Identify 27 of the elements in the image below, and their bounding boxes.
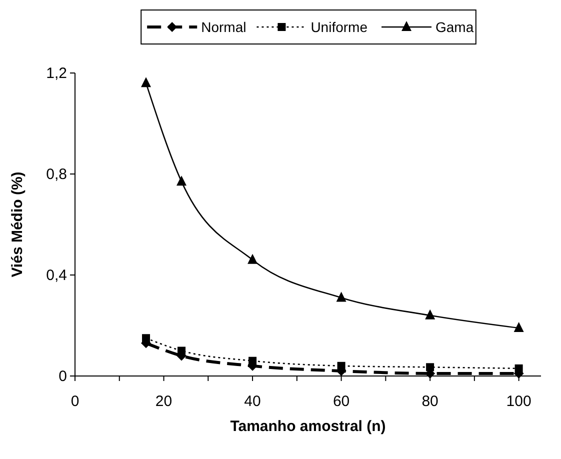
point <box>426 363 434 372</box>
x-axis-title: Tamanho amostral (n) <box>230 418 386 435</box>
point <box>141 77 152 88</box>
y-tick-label: 0 <box>58 368 67 385</box>
y-tick-label: 1,2 <box>46 65 67 82</box>
point <box>178 346 186 355</box>
y-tick-label: 0,4 <box>46 267 67 284</box>
legend-label: Normal <box>201 19 246 35</box>
y-tick-label: 0,8 <box>46 166 67 183</box>
x-tick-label: 60 <box>332 393 350 410</box>
point <box>142 334 150 342</box>
point <box>176 176 187 186</box>
legend-label: Uniforme <box>310 19 368 35</box>
x-tick-label: 40 <box>244 393 261 410</box>
point <box>425 309 436 320</box>
point <box>514 322 524 332</box>
point <box>336 292 346 302</box>
point <box>248 356 257 365</box>
x-tick-label: 80 <box>422 393 438 410</box>
x-tick-label: 100 <box>506 393 532 410</box>
point <box>514 364 523 372</box>
x-tick-label: 20 <box>155 393 172 410</box>
y-axis-title: Viés Médio (%) <box>9 172 26 278</box>
point <box>337 362 346 370</box>
x-tick-label: 0 <box>70 393 80 410</box>
point <box>248 254 258 264</box>
legend-label: Gama <box>436 19 474 35</box>
